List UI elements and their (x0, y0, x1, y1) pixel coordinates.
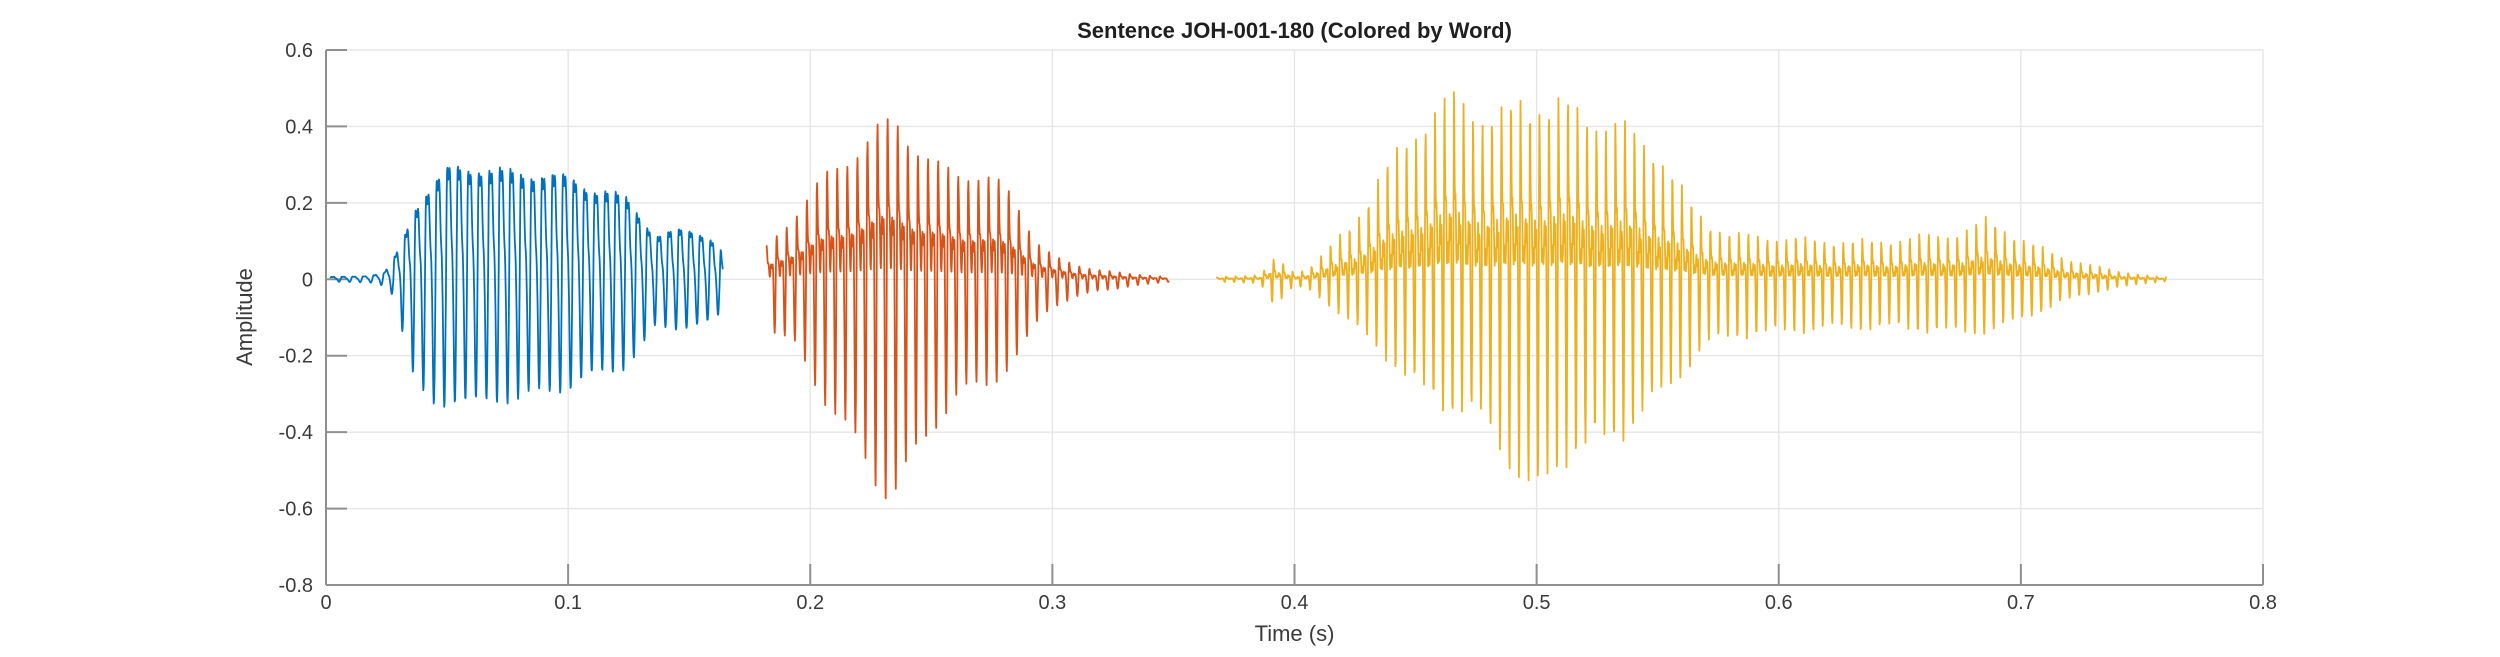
svg-text:0.8: 0.8 (2249, 592, 2277, 614)
chart-title: Sentence JOH-001-180 (Colored by Word) (1077, 18, 1512, 43)
waveform-word-3 (1216, 91, 2168, 482)
x-axis-label: Time (s) (1255, 621, 1335, 646)
svg-text:0.4: 0.4 (285, 116, 313, 138)
grid-lines (326, 49, 2264, 585)
svg-text:0.4: 0.4 (1281, 592, 1309, 614)
svg-text:-0.4: -0.4 (279, 422, 313, 444)
svg-text:0.7: 0.7 (2007, 592, 2035, 614)
waveform-word-2 (765, 118, 1170, 500)
y-axis-label: Amplitude (232, 268, 257, 366)
svg-text:0.6: 0.6 (285, 40, 313, 62)
svg-text:-0.6: -0.6 (279, 499, 313, 521)
svg-text:0.1: 0.1 (554, 592, 582, 614)
svg-text:0: 0 (320, 592, 331, 614)
svg-text:0.2: 0.2 (285, 193, 313, 215)
svg-text:0.6: 0.6 (1765, 592, 1793, 614)
svg-text:0.5: 0.5 (1523, 592, 1551, 614)
tick-labels: 0 0.1 0.2 0.3 0.4 0.5 0.6 0.7 0.8 -0.8 -0.6 -0.4 -0.… (279, 40, 2277, 614)
waveforms (329, 91, 2168, 500)
svg-text:0: 0 (302, 269, 313, 291)
waveform-word-1 (329, 165, 724, 408)
svg-text:-0.8: -0.8 (279, 575, 313, 597)
svg-text:0.3: 0.3 (1038, 592, 1066, 614)
svg-text:0.2: 0.2 (796, 592, 824, 614)
svg-text:-0.2: -0.2 (279, 346, 313, 368)
